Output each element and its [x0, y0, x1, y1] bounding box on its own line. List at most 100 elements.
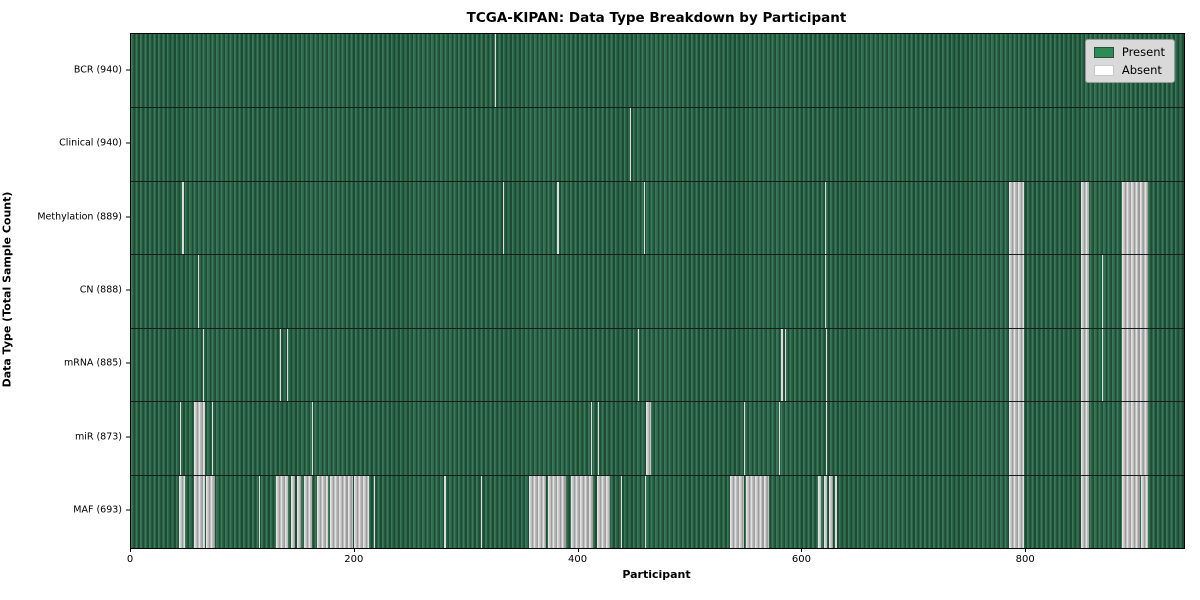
absent-stripe	[824, 255, 826, 328]
x-tick-mark	[130, 548, 131, 552]
heatmap-row-BCR	[131, 34, 1184, 108]
absent-stripe	[1009, 328, 1024, 402]
y-tick-mark	[126, 436, 130, 438]
absent-stripe	[834, 475, 838, 548]
absent-stripe	[548, 475, 567, 548]
absent-stripe	[304, 475, 313, 548]
absent-stripe	[597, 402, 599, 475]
absent-stripe	[1081, 402, 1089, 475]
absent-stripe	[596, 475, 610, 548]
absent-stripe	[373, 475, 375, 548]
absent-stripe	[1122, 181, 1149, 255]
absent-stripe	[211, 402, 213, 475]
absent-stripe	[279, 328, 282, 402]
absent-stripe	[529, 475, 547, 548]
absent-stripe	[1081, 475, 1089, 548]
legend-label-present: Present	[1121, 45, 1165, 59]
absent-stripe	[1122, 475, 1141, 548]
absent-stripe	[193, 402, 205, 475]
y-tick-mark	[126, 69, 130, 71]
y-tick-label: miR (873)	[74, 431, 122, 443]
absent-stripe	[1122, 402, 1149, 475]
absent-stripe	[818, 475, 822, 548]
legend-entry-absent: Absent	[1093, 63, 1165, 77]
absent-stripe	[644, 475, 646, 548]
x-axis-label: Participant	[622, 568, 691, 581]
heatmap-row-miR	[131, 401, 1184, 475]
absent-stripe	[1009, 475, 1024, 548]
absent-stripe	[1102, 328, 1104, 402]
absent-stripe	[1009, 181, 1024, 255]
absent-stripe	[1009, 255, 1024, 328]
absent-stripe	[444, 475, 446, 548]
absent-stripe	[778, 402, 781, 475]
absent-stripe	[258, 475, 260, 548]
absent-stripe	[645, 402, 652, 475]
absent-stripe	[1009, 402, 1024, 475]
absent-stripe	[744, 402, 746, 475]
plot-area	[130, 33, 1185, 549]
absent-stripe	[1122, 328, 1149, 402]
absent-stripe	[1081, 328, 1089, 402]
absent-stripe	[621, 475, 623, 548]
heatmap-row-CN	[131, 254, 1184, 328]
absent-stripe	[316, 475, 328, 548]
y-tick-mark	[126, 142, 130, 144]
absent-stripe	[829, 475, 833, 548]
absent-stripe	[643, 181, 645, 255]
absent-stripe	[1122, 255, 1149, 328]
y-tick-mark	[126, 289, 130, 291]
absent-stripe	[823, 475, 828, 548]
absent-stripe	[570, 475, 594, 548]
absent-stripe	[630, 108, 632, 181]
absent-stripe	[312, 402, 314, 475]
absent-stripe	[330, 475, 353, 548]
absent-stripe	[824, 181, 826, 255]
y-tick-label: MAF (693)	[73, 504, 122, 516]
absent-stripe	[502, 181, 504, 255]
absent-stripe	[729, 475, 745, 548]
absent-stripe	[825, 402, 828, 475]
x-tick-label: 400	[568, 554, 588, 565]
absent-stripe	[746, 475, 769, 548]
absent-stripe	[494, 34, 496, 108]
absent-stripe	[1141, 475, 1149, 548]
y-tick-mark	[126, 362, 130, 364]
x-tick-mark	[577, 548, 579, 552]
y-tick-label: CN (888)	[79, 284, 122, 296]
absent-stripe	[296, 475, 302, 548]
absent-stripe	[286, 328, 288, 402]
chart-title: TCGA-KIPAN: Data Type Breakdown by Parti…	[466, 10, 847, 26]
absent-stripe	[481, 475, 483, 548]
legend: Present Absent	[1084, 39, 1175, 83]
y-tick-label: Methylation (889)	[37, 211, 122, 223]
x-tick-label: 600	[791, 554, 811, 565]
absent-stripe	[1081, 255, 1089, 328]
absent-stripe	[637, 328, 640, 402]
heatmap-row-Clinical	[131, 107, 1184, 181]
y-tick-label: mRNA (885)	[63, 357, 122, 369]
heatmap-row-MAF	[131, 474, 1184, 548]
x-tick-label: 0	[126, 554, 134, 565]
x-tick-label: 800	[1015, 554, 1035, 565]
absent-stripe	[180, 402, 182, 475]
absent-stripe	[182, 181, 184, 255]
absent-stripe	[784, 328, 786, 402]
absent-stripe	[1102, 255, 1104, 328]
legend-label-absent: Absent	[1121, 63, 1162, 77]
absent-stripe	[205, 475, 215, 548]
absent-stripe	[590, 402, 593, 475]
absent-stripe	[193, 475, 205, 548]
absent-stripe	[557, 181, 559, 255]
x-tick-mark	[801, 548, 803, 552]
y-tick-mark	[126, 216, 130, 218]
x-tick-mark	[1025, 548, 1027, 552]
heatmap-row-mRNA	[131, 327, 1184, 402]
x-tick-label: 200	[344, 554, 364, 565]
absent-stripe	[179, 475, 185, 548]
absent-stripe	[202, 328, 204, 402]
legend-entry-present: Present	[1093, 45, 1165, 59]
x-tick-mark	[353, 548, 355, 552]
absent-swatch-icon	[1093, 64, 1114, 76]
